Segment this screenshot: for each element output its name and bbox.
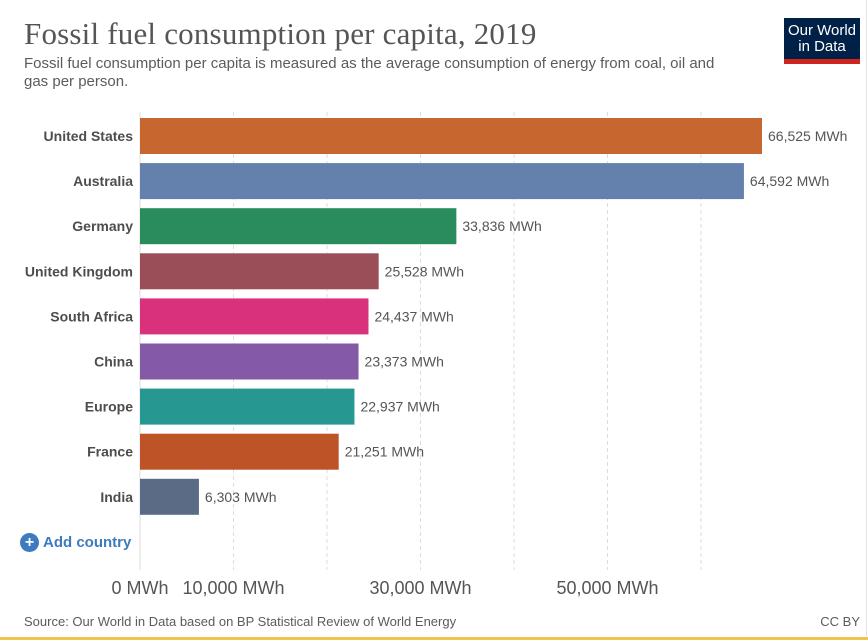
bar[interactable] xyxy=(140,208,457,245)
value-label: 6,303 MWh xyxy=(205,489,277,505)
value-label: 24,437 MWh xyxy=(374,308,453,324)
bar[interactable] xyxy=(140,118,762,154)
logo-line-2: in Data xyxy=(798,38,846,55)
logo-accent-bar xyxy=(784,59,860,64)
bar[interactable] xyxy=(140,388,355,425)
category-label[interactable]: United Kingdom xyxy=(25,263,133,279)
bars: United States 66,525 MWh Australia 64,592 M… xyxy=(25,118,847,515)
category-label[interactable]: China xyxy=(94,354,133,370)
bar[interactable] xyxy=(140,478,199,515)
x-tick-label: 30,000 MWh xyxy=(369,578,471,598)
value-label: 33,836 MWh xyxy=(462,218,541,234)
add-country-label: Add country xyxy=(43,534,132,551)
bar[interactable] xyxy=(140,163,744,200)
chart-title: Fossil fuel consumption per capita, 2019 xyxy=(24,16,537,51)
value-label: 21,251 MWh xyxy=(345,444,424,460)
x-tick-label: 0 MWh xyxy=(111,578,168,598)
value-label: 64,592 MWh xyxy=(750,173,829,189)
bottom-accent-line xyxy=(0,637,868,640)
chart-subtitle: Fossil fuel consumption per capita is me… xyxy=(24,55,715,90)
value-label: 23,373 MWh xyxy=(365,354,444,370)
bar[interactable] xyxy=(140,298,369,335)
category-label[interactable]: Australia xyxy=(73,173,133,189)
license-link[interactable]: CC BY xyxy=(820,614,860,629)
category-label[interactable]: Germany xyxy=(72,218,133,234)
bar-chart: United States 66,525 MWh Australia 64,592 M… xyxy=(25,112,847,598)
plus-circle-icon: + xyxy=(20,533,39,552)
bar[interactable] xyxy=(140,253,379,290)
value-label: 25,528 MWh xyxy=(385,263,464,279)
category-label[interactable]: United States xyxy=(44,128,134,144)
bar[interactable] xyxy=(140,433,339,470)
x-axis: 0 MWh 10,000 MWh 30,000 MWh 50,000 MWh xyxy=(111,578,658,598)
category-label[interactable]: France xyxy=(87,444,133,460)
source-note: Source: Our World in Data based on BP St… xyxy=(24,614,457,629)
value-label: 22,937 MWh xyxy=(360,399,439,415)
add-country-button[interactable]: + Add country xyxy=(20,533,131,552)
category-label[interactable]: Europe xyxy=(85,399,133,415)
category-label[interactable]: South Africa xyxy=(50,308,133,324)
category-label[interactable]: India xyxy=(100,489,133,505)
x-tick-label: 10,000 MWh xyxy=(182,578,284,598)
x-tick-label: 50,000 MWh xyxy=(556,578,658,598)
bar[interactable] xyxy=(140,343,359,380)
value-label: 66,525 MWh xyxy=(768,128,847,144)
owid-logo[interactable]: Our World in Data xyxy=(784,18,860,64)
logo-line-1: Our World xyxy=(787,22,857,39)
